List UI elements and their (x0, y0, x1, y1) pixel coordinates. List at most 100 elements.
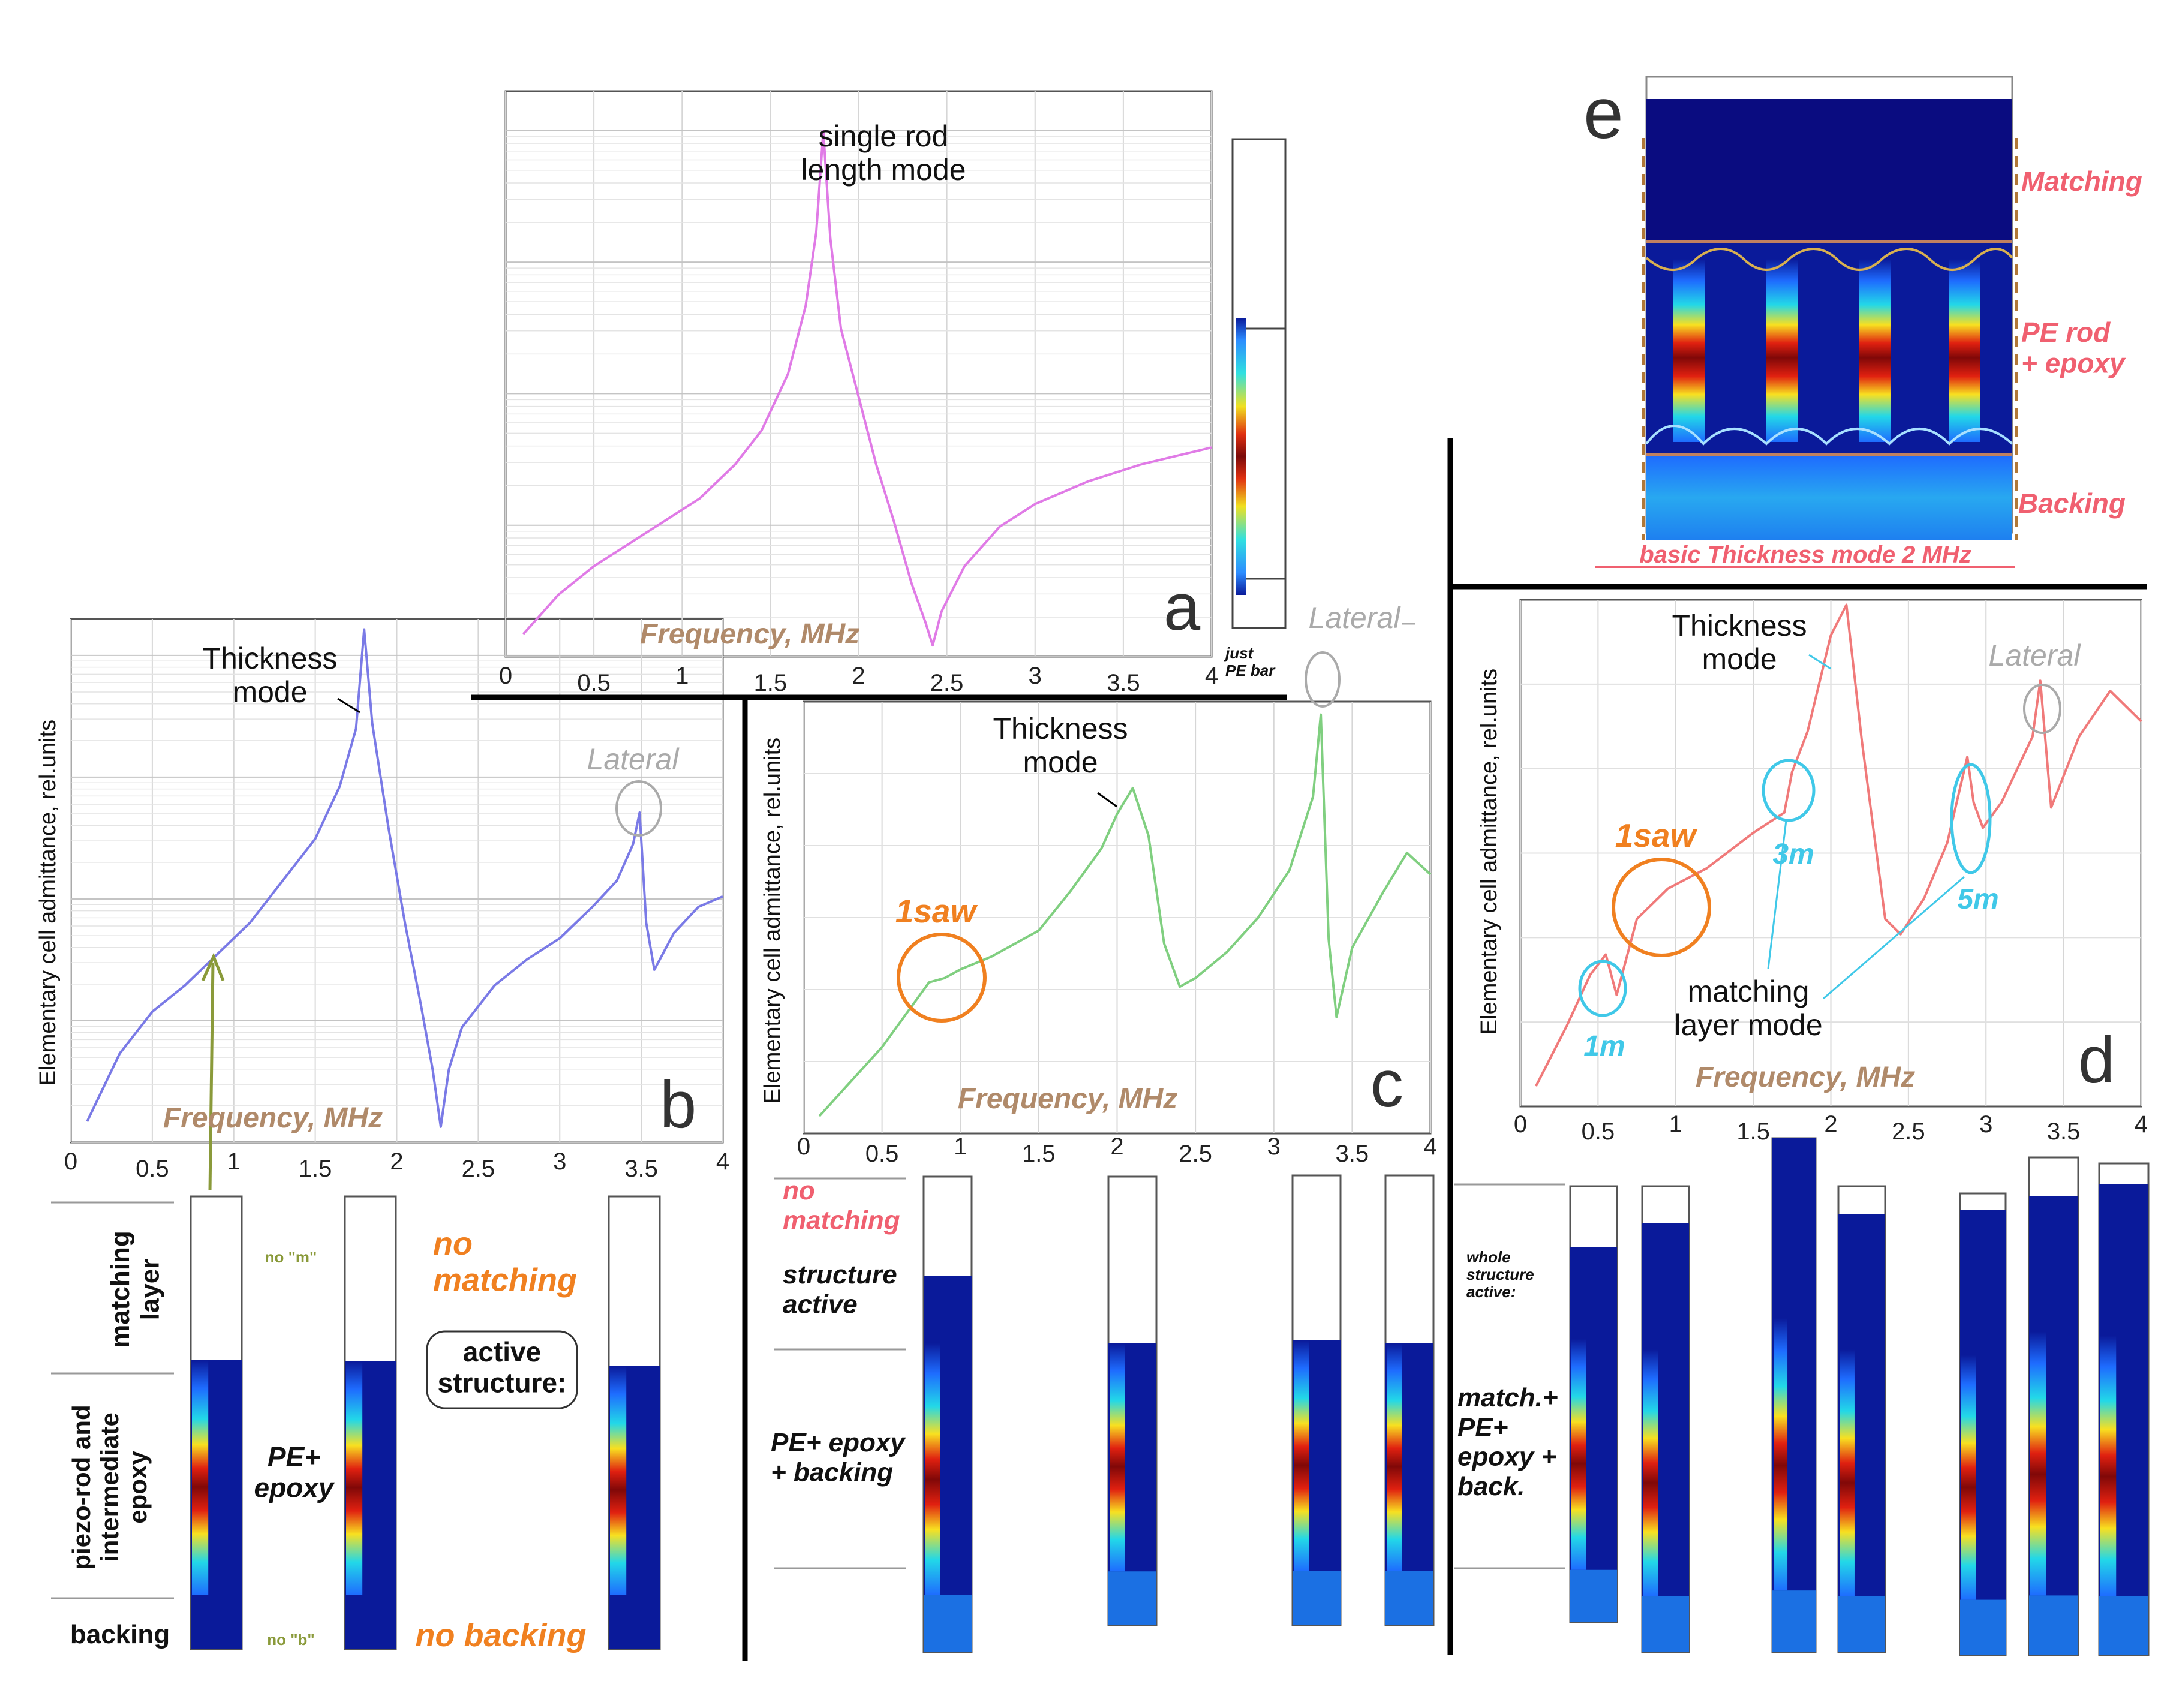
x-tick-label-b: 1 (227, 1148, 241, 1175)
panel-a-colorbar (1231, 138, 1287, 629)
x-tick-label-d: 3.5 (2047, 1118, 2081, 1145)
mode-strip-backing (2029, 1595, 2078, 1655)
mode-strip-backing (1385, 1571, 1433, 1625)
x-tick-label-a: 1.5 (754, 670, 788, 696)
x-tick-label-c: 3 (1267, 1133, 1281, 1160)
mode-strip-rod (346, 1361, 363, 1595)
panel-d-lateral: Lateral (1989, 639, 2082, 672)
struct-active-b: active structure: (438, 1336, 567, 1399)
struct-dividers (51, 1177, 1565, 1599)
panel-b-xlabel: Frequency, MHz (163, 1102, 383, 1134)
x-tick-label-c: 1 (954, 1133, 967, 1160)
mode-strip-backing (1960, 1599, 2006, 1655)
panel-d-matching-mode: matching layer mode (1674, 975, 1822, 1042)
mode-strip-rod (1774, 1318, 1788, 1591)
x-tick-label-c: 3.5 (1336, 1141, 1369, 1167)
panel-e-pe-rod: PE rod + epoxy (2021, 317, 2126, 379)
annotation-marks (201, 623, 2061, 1409)
x-tick-label-c: 1.5 (1022, 1141, 1056, 1167)
panel-e-letter: e (1583, 73, 1624, 154)
struct-pe-epoxy-backing-c: PE+ epoxy + backing (771, 1428, 906, 1487)
mode-strip-rod (1110, 1343, 1125, 1572)
mode-strip-rod (1643, 1349, 1658, 1596)
panel-d-letter: d (2078, 1023, 2115, 1097)
x-tick-label-c: 0.5 (865, 1141, 899, 1167)
mode-strip-backing (2099, 1596, 2148, 1655)
mode-strip-rod (1294, 1340, 1309, 1571)
panel-a-letter: a (1164, 570, 1201, 644)
mode-strip-backing (1570, 1569, 1617, 1622)
panel-e-field (1595, 76, 2018, 568)
x-tick-label-c: 2 (1110, 1133, 1123, 1160)
x-tick-label-b: 4 (716, 1148, 729, 1175)
struct-no-m: no "m" (265, 1248, 317, 1266)
panel-d-xlabel: Frequency, MHz (1696, 1062, 1915, 1093)
mode-strip-rod (1961, 1355, 1976, 1600)
x-tick-label-b: 0.5 (136, 1156, 169, 1182)
mode-strip-backing (1108, 1571, 1156, 1625)
x-tick-label-b: 3.5 (624, 1156, 658, 1182)
struct-pe-epoxy-b: PE+ epoxy (254, 1441, 335, 1503)
panel-d-saw: 1saw (1615, 817, 1698, 854)
panel-d-m5: 5m (1957, 883, 1998, 915)
mode-strip-rod (925, 1343, 940, 1595)
panel-b-letter: b (660, 1068, 696, 1142)
panel-e-caption: basic Thickness mode 2 MHz (1639, 542, 1971, 568)
panel-c-xlabel: Frequency, MHz (958, 1083, 1177, 1115)
series-line-a (522, 130, 1212, 647)
panel-d-ylabel: Elementary cell admittance, rel.units (1477, 669, 1502, 1035)
panel-a-annotation: single rod length mode (801, 119, 966, 187)
struct-match-d: match.+ PE+ epoxy + back. (1457, 1383, 1558, 1501)
x-tick-label-c: 4 (1424, 1133, 1437, 1160)
struct-no-backing-b: no backing (415, 1617, 586, 1653)
struct-matching-layer: matchinglayer (106, 1231, 164, 1348)
x-tick-label-a: 0.5 (577, 670, 611, 696)
struct-no-matching-c: no matching (783, 1176, 900, 1235)
x-tick-label-a: 2.5 (930, 670, 964, 696)
x-tick-label-a: 3 (1029, 663, 1042, 689)
x-tick-label-d: 0.5 (1582, 1118, 1615, 1145)
x-tick-label-c: 2.5 (1179, 1141, 1212, 1167)
x-tick-label-d: 1.5 (1736, 1118, 1770, 1145)
series-line-b (86, 628, 723, 1128)
panel-b-thickness: Thickness mode (202, 642, 337, 709)
struct-whole-d: whole structure active: (1466, 1248, 1534, 1301)
panel-d-m3: 3m (1772, 838, 1814, 870)
panel-a-xlabel: Frequency, MHz (640, 618, 859, 650)
mode-shape-strips (190, 1137, 2150, 1656)
x-tick-label-a: 3.5 (1107, 670, 1140, 696)
panel-b-lateral: Lateral (587, 742, 680, 776)
struct-no-matching-b: no matching (433, 1226, 577, 1298)
x-tick-label-d: 3 (1979, 1111, 1992, 1138)
x-tick-label-b: 3 (553, 1148, 566, 1175)
panel-d-thickness: Thickness mode (1672, 609, 1807, 676)
text-labels: single rod length mode Frequency, MHz a j… (35, 73, 2142, 1653)
struct-backing: backing (70, 1620, 170, 1649)
panel-c-lateral: Lateral (1309, 601, 1402, 635)
x-tick-label-a: 0 (499, 663, 512, 689)
panel-e-matching: Matching (2021, 166, 2142, 197)
x-tick-label-a: 4 (1205, 663, 1218, 689)
mode-strip-rod (1387, 1343, 1402, 1571)
struct-active-c: structure active (783, 1260, 897, 1319)
panel-c-letter: c (1370, 1047, 1403, 1121)
mode-strip-rod (2030, 1331, 2046, 1596)
panel-c-ylabel: Elementary cell admittance, rel.units (760, 738, 785, 1103)
struct-piezo-rod: piezo-rod andintermediateepoxy (67, 1405, 152, 1569)
mode-strip-rod (1840, 1349, 1855, 1596)
mode-strip-backing (1772, 1590, 1816, 1652)
x-tick-label-d: 1 (1669, 1111, 1682, 1138)
x-tick-label-d: 4 (2135, 1111, 2148, 1138)
panel-d-m1: 1m (1583, 1030, 1625, 1062)
series-line-c (818, 713, 1432, 1117)
x-tick-label-b: 2.5 (462, 1156, 495, 1182)
x-tick-label-b: 2 (390, 1148, 403, 1175)
x-tick-label-d: 2.5 (1892, 1118, 1925, 1145)
mode-strip-backing (1293, 1571, 1341, 1625)
grid-lines (70, 91, 2142, 1143)
panel-c-thickness: Thickness mode (993, 712, 1128, 779)
panel-a-colorbar-caption: just PE bar (1224, 644, 1276, 679)
mode-strip-rod (192, 1360, 209, 1595)
mode-strip-rod (2100, 1336, 2117, 1596)
